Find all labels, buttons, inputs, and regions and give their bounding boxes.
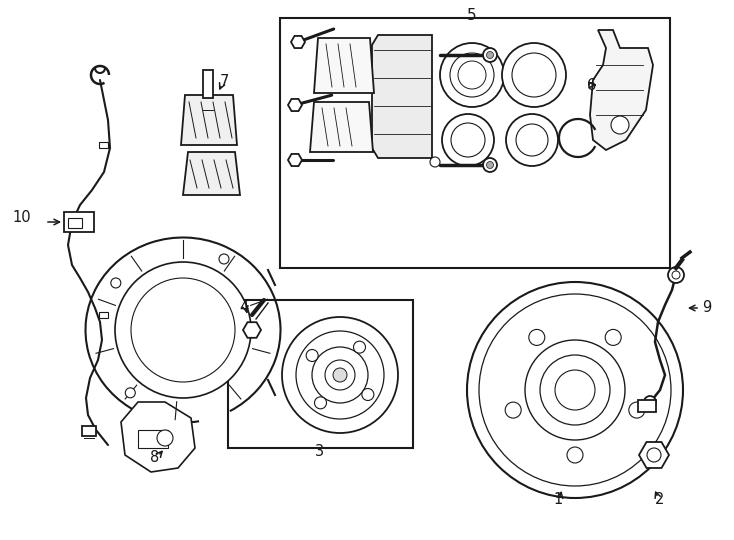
Polygon shape	[183, 152, 240, 195]
Circle shape	[312, 347, 368, 403]
Text: 4: 4	[239, 300, 249, 314]
Circle shape	[483, 48, 497, 62]
Circle shape	[282, 317, 398, 433]
Circle shape	[306, 349, 318, 361]
Circle shape	[115, 262, 251, 398]
Circle shape	[506, 114, 558, 166]
Circle shape	[362, 388, 374, 401]
Circle shape	[131, 278, 235, 382]
Circle shape	[442, 114, 494, 166]
Circle shape	[525, 340, 625, 440]
Circle shape	[647, 448, 661, 462]
Bar	[64, 212, 94, 232]
Circle shape	[540, 355, 610, 425]
Circle shape	[451, 123, 485, 157]
Circle shape	[354, 341, 366, 353]
Circle shape	[126, 388, 135, 398]
Circle shape	[483, 158, 497, 172]
Circle shape	[458, 61, 486, 89]
Circle shape	[333, 368, 347, 382]
Text: 8: 8	[150, 450, 159, 465]
Circle shape	[672, 271, 680, 279]
Circle shape	[505, 402, 521, 418]
Circle shape	[629, 402, 644, 418]
Bar	[228, 300, 413, 448]
Circle shape	[502, 43, 566, 107]
Polygon shape	[372, 35, 432, 158]
Circle shape	[467, 282, 683, 498]
Text: 3: 3	[316, 444, 324, 460]
Circle shape	[325, 360, 355, 390]
Text: 6: 6	[586, 78, 596, 92]
Polygon shape	[310, 102, 373, 152]
Circle shape	[516, 124, 548, 156]
Circle shape	[479, 294, 671, 486]
Circle shape	[668, 267, 684, 283]
Circle shape	[111, 278, 121, 288]
Circle shape	[644, 396, 656, 408]
Polygon shape	[590, 30, 653, 150]
Bar	[99, 312, 108, 318]
Circle shape	[512, 53, 556, 97]
Text: 2: 2	[655, 492, 665, 508]
Circle shape	[430, 157, 440, 167]
Circle shape	[296, 331, 384, 419]
Polygon shape	[121, 402, 195, 472]
Circle shape	[606, 329, 621, 346]
Circle shape	[157, 430, 173, 446]
Bar	[638, 400, 656, 412]
Text: 1: 1	[553, 492, 563, 508]
Polygon shape	[314, 38, 374, 93]
Circle shape	[555, 370, 595, 410]
Bar	[99, 142, 108, 148]
Circle shape	[487, 161, 493, 168]
Circle shape	[567, 447, 583, 463]
Bar	[280, 18, 670, 268]
Bar	[203, 70, 213, 98]
Polygon shape	[181, 95, 237, 145]
Circle shape	[219, 254, 229, 264]
Circle shape	[314, 397, 327, 409]
Circle shape	[440, 43, 504, 107]
Bar	[82, 426, 96, 436]
Text: 5: 5	[467, 8, 477, 23]
Text: 9: 9	[702, 300, 711, 315]
Circle shape	[528, 329, 545, 346]
Bar	[68, 218, 82, 228]
Text: 10: 10	[12, 211, 32, 226]
Circle shape	[450, 53, 494, 97]
Bar	[138, 430, 168, 448]
Circle shape	[611, 116, 629, 134]
Circle shape	[487, 51, 493, 58]
Text: 7: 7	[219, 75, 229, 90]
